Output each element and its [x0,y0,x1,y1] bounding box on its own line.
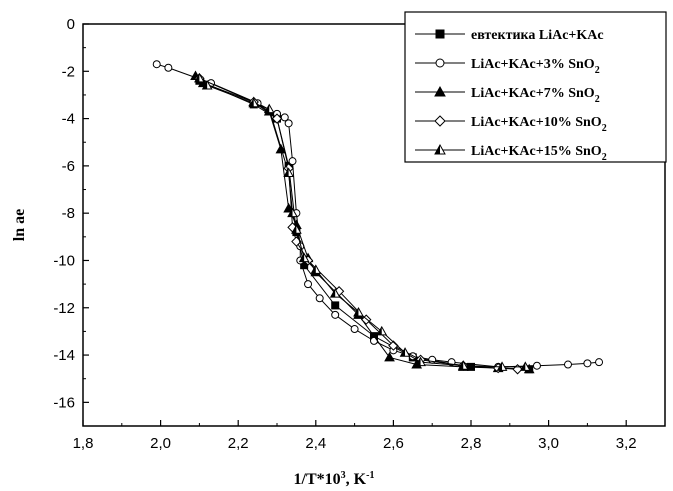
legend-box [404,11,667,163]
legend-label: евтектика LiAc+KAc [471,28,604,43]
data-point [435,58,445,68]
data-point-fill [458,361,464,370]
data-point [331,310,340,319]
data-point-fill [311,265,316,274]
legend-label: LiAc+KAc+7% SnO2 [471,86,600,105]
data-point-fill [400,348,406,357]
data-point-fill [284,168,289,177]
x-tick-label: 3,2 [616,435,637,452]
data-point [284,119,293,128]
data-point [435,29,445,39]
data-point [583,359,592,368]
y-axis: 0 -2 -4 -6 -8 -10 -12 -14 -16 [53,16,89,411]
y-tick-label: -14 [53,347,75,364]
data-point [288,157,297,166]
data-point [384,351,395,362]
legend-item: LiAc+KAc+15% SnO2 [415,143,607,163]
y-tick-label: -16 [53,394,75,411]
data-point-fill [353,307,359,316]
data-point-fill [288,208,293,217]
plot-frame [82,23,666,427]
data-point-fill [435,145,440,154]
data-point-fill [202,80,208,89]
series-layer [152,60,604,375]
plot-area [82,23,666,427]
data-point-fill [497,362,503,371]
data-point [152,60,161,69]
data-point-fill [194,73,200,82]
data-point [434,85,446,97]
y-tick-label: -2 [62,63,75,80]
data-point [280,113,289,122]
y-tick-label: -12 [53,300,75,317]
legend-item: LiAc+KAc+3% SnO2 [415,57,600,76]
data-point [532,361,541,370]
data-point [271,113,283,124]
data-point [595,358,604,367]
x-axis-title: 1/T*103, K-1 [294,470,375,488]
data-point [434,115,446,127]
legend: евтектика LiAc+KAc LiAc+KAc+3% SnO2 LiAc+K… [404,11,667,163]
x-tick-label: 2,6 [383,435,404,452]
x-tick-label: 2,8 [461,435,482,452]
x-tick-label: 2,4 [305,435,326,452]
x-tick-label: 2,2 [228,435,249,452]
data-point-fill [264,104,270,113]
x-tick-label: 1,8 [73,435,94,452]
series-5 [194,72,531,371]
data-point [315,294,324,303]
data-point-fill [291,225,297,234]
data-point [370,336,378,345]
x-tick-label: 3,0 [538,435,559,452]
data-point-fill [249,98,254,107]
y-tick-label: -6 [62,158,75,175]
data-point [164,63,173,72]
data-point-fill [330,289,336,298]
data-point-fill [377,326,382,335]
data-point [564,360,572,369]
data-point-fill [299,253,305,262]
y-tick-label: -4 [62,111,75,128]
data-point-fill [520,362,526,371]
data-point [388,340,399,351]
legend-item: LiAc+KAc+7% SnO2 [415,85,600,105]
legend-label: LiAc+KAc+3% SnO2 [471,57,600,76]
data-point [350,325,359,334]
legend-label: LiAc+KAc+10% SnO2 [471,115,607,134]
legend-label: LiAc+KAc+15% SnO2 [471,144,607,163]
x-axis: 1,8 2,0 2,2 2,4 2,6 2,8 3,0 3,2 [73,420,637,452]
y-tick-label: -8 [62,205,75,222]
data-point [331,301,340,310]
data-point-fill [416,357,421,366]
y-tick-label: 0 [67,16,75,33]
legend-item: евтектика LiAc+KAc [415,28,604,43]
data-point [304,280,313,289]
y-axis-title: ln ae [11,209,28,241]
legend-item: LiAc+KAc+10% SnO2 [415,115,607,134]
x-tick-label: 2,0 [150,435,171,452]
y-tick-label: -10 [53,252,75,269]
